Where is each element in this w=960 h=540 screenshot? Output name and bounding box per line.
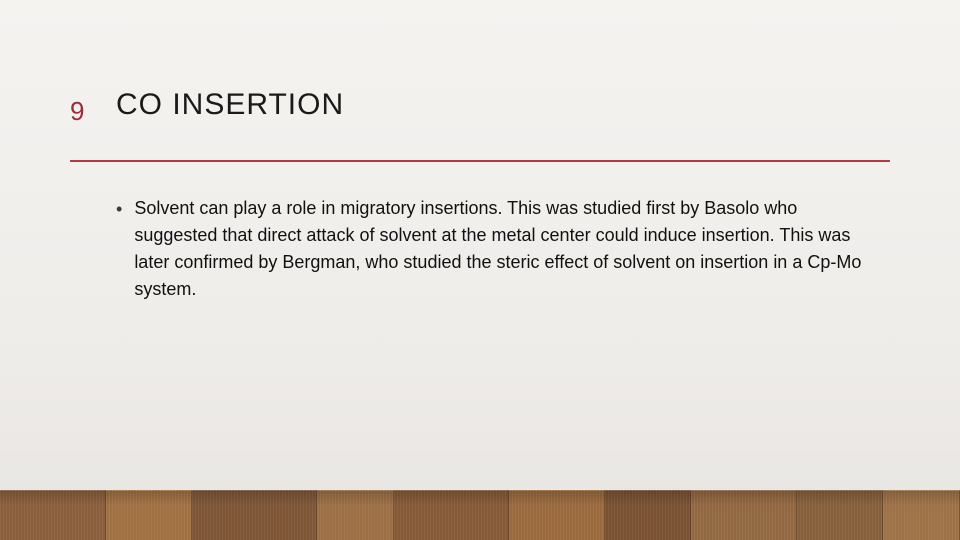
plank	[509, 490, 605, 540]
bullet-text: Solvent can play a role in migratory ins…	[134, 195, 870, 303]
plank	[691, 490, 797, 540]
plank	[797, 490, 883, 540]
plank	[605, 490, 691, 540]
slide-title: CO INSERTION	[116, 88, 344, 122]
slide: 9 CO INSERTION • Solvent can play a role…	[0, 0, 960, 540]
plank	[883, 490, 960, 540]
slide-body: • Solvent can play a role in migratory i…	[116, 195, 870, 303]
plank	[0, 490, 106, 540]
plank	[394, 490, 509, 540]
plank-row	[0, 490, 960, 540]
wood-floor-decoration	[0, 490, 960, 540]
bullet-item: • Solvent can play a role in migratory i…	[116, 195, 870, 303]
plank	[106, 490, 192, 540]
plank	[317, 490, 394, 540]
slide-number: 9	[70, 96, 84, 127]
bullet-marker-icon: •	[116, 195, 122, 222]
title-underline	[70, 160, 890, 162]
plank	[192, 490, 317, 540]
